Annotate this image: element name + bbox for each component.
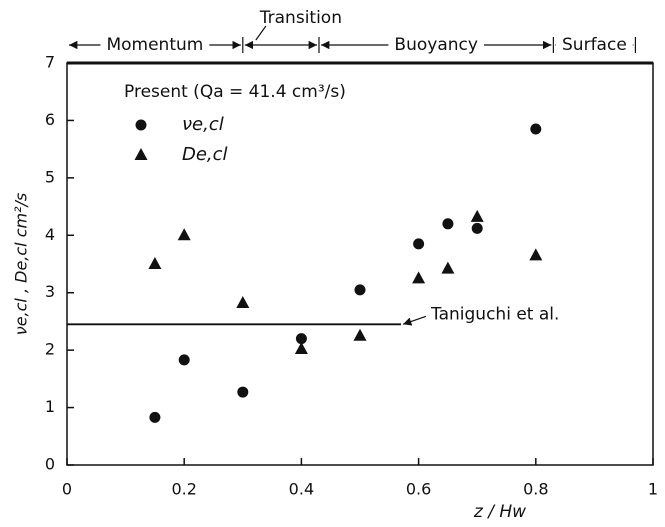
y-tick-label: 3: [45, 282, 55, 301]
legend-title: Present (Qa = 41.4 cm³/s): [124, 82, 346, 102]
x-tick-label: 0.2: [171, 480, 196, 499]
legend-label: νe,cl: [182, 114, 224, 135]
point: [413, 238, 425, 250]
point: [530, 123, 542, 135]
point: [177, 228, 191, 241]
y-tick-label: 5: [45, 167, 55, 186]
y-tick-label: 4: [45, 225, 55, 244]
point: [470, 209, 484, 222]
x-tick-label: 1: [648, 480, 658, 499]
y-tick-label: 0: [45, 455, 55, 474]
x-tick-label: 0.8: [523, 480, 548, 499]
point: [442, 218, 454, 230]
point: [148, 257, 162, 269]
y-tick-label: 6: [45, 110, 55, 129]
point: [441, 261, 455, 274]
legend-marker: [134, 148, 148, 160]
point: [237, 386, 249, 398]
point: [178, 354, 190, 366]
legend-marker: [135, 119, 147, 131]
regime-label: Surface: [562, 35, 627, 55]
regime-label: Transition: [259, 8, 342, 28]
regime-label: Buoyancy: [394, 35, 478, 55]
point: [353, 328, 367, 341]
reference-pointer: [402, 315, 427, 326]
regime-label: Momentum: [106, 35, 203, 55]
legend-label: De,cl: [182, 144, 228, 165]
regime-pointer: [255, 25, 267, 41]
reference-label: Taniguchi et al.: [430, 304, 559, 324]
regime-label-bg: [388, 35, 484, 55]
point: [149, 411, 161, 423]
x-tick-label: 0.6: [406, 480, 431, 499]
point: [412, 271, 426, 284]
point: [471, 222, 483, 234]
y-tick-label: 1: [45, 397, 55, 416]
regime-label-bg: [556, 35, 633, 55]
point: [529, 248, 543, 261]
y-tick-label: 2: [45, 340, 55, 359]
x-axis-label: z / Hw: [473, 502, 526, 522]
y-tick-label: 7: [45, 53, 55, 72]
point: [354, 284, 366, 296]
regime-label-bg: [100, 35, 210, 55]
point: [294, 341, 308, 354]
x-tick-label: 0.4: [289, 480, 314, 499]
y-axis-label: νe,cl , De,cl cm²/s: [12, 193, 31, 335]
point: [236, 296, 250, 309]
x-tick-label: 0: [62, 480, 72, 499]
point: [295, 333, 307, 345]
